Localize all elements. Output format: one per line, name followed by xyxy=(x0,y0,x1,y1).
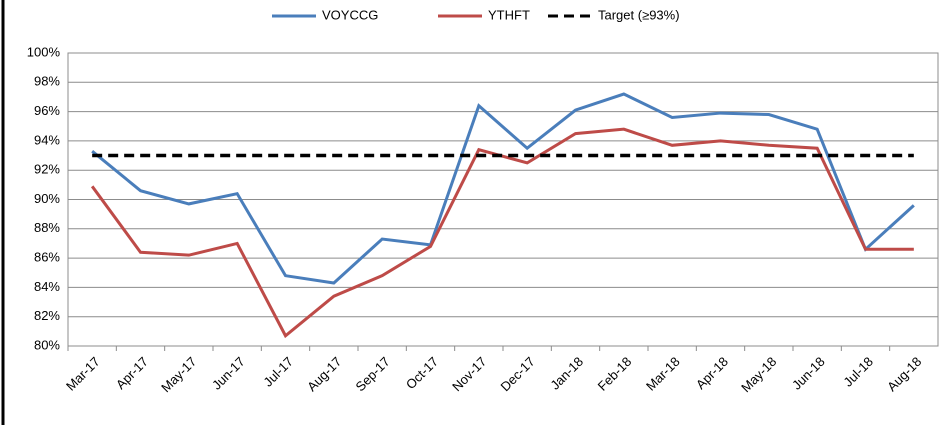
y-tick-label: 98% xyxy=(34,74,60,89)
legend-label: YTHFT xyxy=(488,7,530,22)
legend-label: Target (≥93%) xyxy=(598,7,680,22)
series-line xyxy=(90,127,914,339)
legend-label: VOYCCG xyxy=(322,7,378,22)
y-tick-label: 92% xyxy=(34,162,60,177)
y-tick-label: 82% xyxy=(34,308,60,323)
y-tick-label: 88% xyxy=(34,220,60,235)
y-tick-label: 86% xyxy=(34,250,60,265)
y-tick-label: 84% xyxy=(34,279,60,294)
y-tick-label: 96% xyxy=(34,103,60,118)
y-tick-label: 80% xyxy=(34,337,60,352)
y-tick-label: 94% xyxy=(34,132,60,147)
series-line xyxy=(91,92,915,285)
y-tick-label: 100% xyxy=(27,44,61,59)
y-tick-label: 90% xyxy=(34,191,60,206)
